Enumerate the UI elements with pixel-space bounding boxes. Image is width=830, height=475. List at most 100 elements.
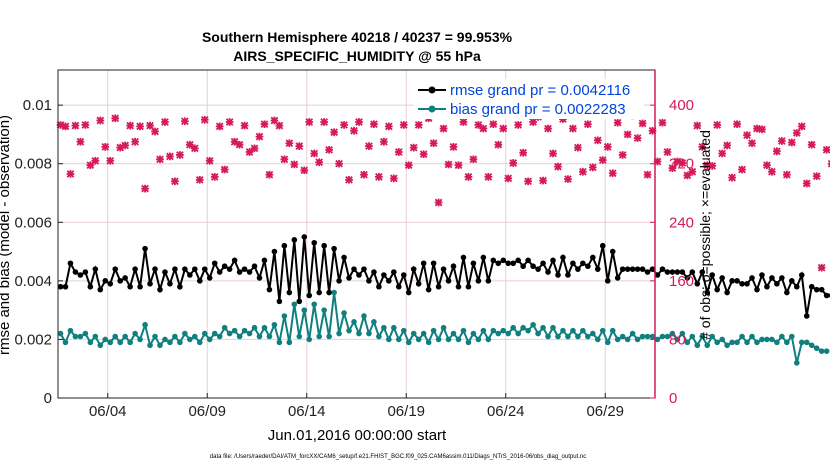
obs-count-marker: [420, 150, 428, 158]
obs-count-marker: [246, 148, 254, 156]
bias-point: [749, 334, 755, 340]
bias-point: [535, 331, 541, 337]
rmse-point: [600, 243, 606, 249]
rmse-point: [451, 263, 457, 269]
obs-count-marker: [176, 151, 184, 159]
obs-count-marker: [365, 142, 373, 150]
rmse-point: [366, 278, 372, 284]
bias-point: [197, 340, 203, 346]
obs-count-marker: [216, 123, 224, 131]
rmse-point: [575, 266, 581, 272]
obs-count-marker: [290, 161, 298, 169]
y-right-tick-label: 320: [669, 156, 694, 173]
bias-point: [127, 340, 133, 346]
bias-point: [282, 313, 288, 319]
rmse-point: [784, 290, 790, 296]
bias-point: [137, 337, 143, 343]
rmse-point: [744, 281, 750, 287]
rmse-point: [814, 287, 820, 293]
bias-point: [704, 342, 710, 348]
bias-point: [471, 331, 477, 337]
rmse-point: [411, 266, 417, 272]
obs-count-marker: [72, 122, 80, 130]
obs-count-marker: [136, 123, 144, 131]
x-tick-label: 06/29: [586, 403, 624, 420]
bias-point: [83, 331, 89, 337]
obs-count-marker: [156, 155, 164, 163]
obs-count-marker: [554, 163, 562, 171]
y-right-tick-label: 400: [669, 97, 694, 114]
bias-point: [744, 340, 750, 346]
bias-point: [147, 342, 153, 348]
obs-count-marker: [494, 141, 502, 149]
bias-point: [177, 340, 183, 346]
rmse-point: [774, 281, 780, 287]
rmse-point: [809, 284, 815, 290]
bias-point: [779, 334, 785, 340]
obs-count-marker: [62, 123, 70, 131]
rmse-point: [93, 266, 99, 272]
rmse-point: [491, 258, 497, 264]
obs-count-marker: [514, 121, 522, 129]
rmse-point: [227, 266, 233, 272]
obs-count-marker: [355, 118, 363, 126]
rmse-point: [242, 266, 248, 272]
bias-point: [306, 337, 312, 343]
rmse-point: [107, 281, 113, 287]
bias-point: [635, 337, 641, 343]
rmse-point: [794, 284, 800, 290]
obs-count-marker: [251, 144, 259, 152]
obs-count-marker: [783, 171, 791, 179]
obs-count-marker: [713, 121, 721, 129]
rmse-point: [212, 260, 218, 266]
bias-point: [182, 331, 188, 337]
rmse-point: [729, 278, 735, 284]
rmse-point: [137, 284, 143, 290]
obs-count-marker: [375, 173, 383, 181]
bias-point: [724, 342, 730, 348]
bias-point: [326, 334, 332, 340]
rmse-point: [535, 266, 541, 272]
rmse-point: [590, 255, 596, 261]
rmse-point: [172, 266, 178, 272]
rmse-point: [207, 275, 213, 281]
bias-point: [301, 307, 307, 313]
rmse-point: [351, 266, 357, 272]
obs-count-marker: [106, 157, 114, 165]
rmse-point: [580, 260, 586, 266]
obs-count-marker: [589, 164, 597, 172]
rmse-point: [436, 284, 442, 290]
rmse-point: [336, 278, 342, 284]
bias-point: [63, 340, 69, 346]
y-tick-label: 0: [44, 390, 52, 407]
rmse-point: [117, 278, 123, 284]
bias-point: [794, 360, 800, 366]
bias-point: [117, 340, 123, 346]
obs-count-marker: [320, 118, 328, 126]
rmse-point: [570, 260, 576, 266]
bias-point: [172, 334, 178, 340]
obs-count-marker: [624, 131, 632, 139]
obs-count-marker: [380, 138, 388, 146]
bias-point: [93, 334, 99, 340]
obs-count-marker: [693, 122, 701, 130]
obs-count-marker: [211, 173, 219, 181]
rmse-point: [272, 249, 278, 255]
rmse-point: [152, 266, 158, 272]
y-tick-label: 0.002: [14, 331, 52, 348]
rmse-point: [769, 275, 775, 281]
bias-point: [630, 331, 636, 337]
bias-point: [346, 328, 352, 334]
bias-point: [287, 340, 293, 346]
data-file-footnote: data file: /Users/raeder/DAI/ATM_forcXX/…: [210, 454, 586, 460]
obs-count-marker: [803, 180, 811, 188]
obs-count-marker: [763, 161, 771, 169]
rmse-point: [446, 278, 452, 284]
legend-bias-label: bias grand pr = 0.0022283: [450, 101, 626, 118]
rmse-point: [142, 246, 148, 252]
bias-point: [461, 328, 467, 334]
rmse-point: [361, 266, 367, 272]
rmse-point: [426, 287, 432, 293]
rmse-point: [73, 269, 79, 275]
rmse-point: [311, 240, 317, 246]
